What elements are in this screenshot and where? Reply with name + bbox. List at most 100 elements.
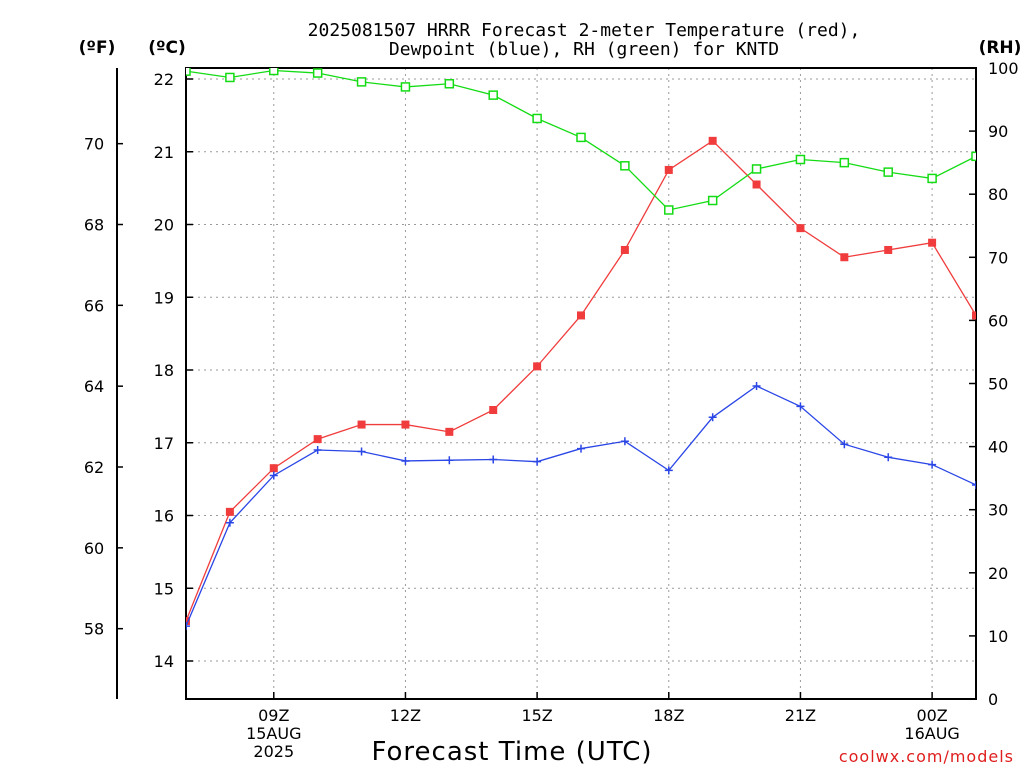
dewpoint-point <box>489 455 498 464</box>
temperature-point <box>752 180 761 189</box>
dewpoint-point <box>840 440 849 449</box>
fahrenheit-tick-label: 58 <box>84 620 104 639</box>
fahrenheit-tick-label: 70 <box>84 135 104 154</box>
celsius-tick-label: 17 <box>154 434 174 453</box>
celsius-tick-label: 18 <box>154 361 174 380</box>
fahrenheit-tick-label: 68 <box>84 216 104 235</box>
temperature-point <box>664 165 673 174</box>
rh-tick-label: 100 <box>988 59 1019 78</box>
dewpoint-point <box>186 622 190 631</box>
data-series <box>186 68 976 631</box>
fahrenheit-tick-label: 62 <box>84 458 104 477</box>
rh-point <box>883 167 893 177</box>
chart-title-line2: Dewpoint (blue), RH (green) for KNTD <box>389 39 779 60</box>
dewpoint-point <box>577 444 585 453</box>
rh-point <box>839 157 850 168</box>
temperature-point <box>577 311 585 320</box>
rh-point <box>444 79 455 89</box>
plot-area <box>186 68 976 631</box>
rh-tick-label: 10 <box>988 627 1008 646</box>
celsius-tick-label: 21 <box>154 143 174 162</box>
x-tick-label: 18Z <box>653 706 684 725</box>
dewpoint-point <box>972 480 976 489</box>
temperature-point <box>928 238 937 247</box>
dewpoint-point <box>708 413 717 422</box>
x-tick-label: 2025 <box>253 742 294 761</box>
dewpoint-point <box>225 518 234 527</box>
x-tick-label: 12Z <box>390 706 421 725</box>
rh-point <box>186 68 191 76</box>
rh-point <box>400 82 411 92</box>
credit-text: coolwx.com/models <box>839 747 1014 766</box>
temperature-point <box>401 420 410 429</box>
celsius-tick-label: 15 <box>154 579 174 598</box>
dewpoint-point <box>796 402 805 411</box>
fahrenheit-tick-label: 66 <box>84 296 104 315</box>
chart-title-line1: 2025081507 HRRR Forecast 2-meter Tempera… <box>308 20 861 41</box>
celsius-tick-label: 19 <box>154 288 174 307</box>
dewpoint-point <box>445 456 454 465</box>
temperature-point <box>489 406 498 415</box>
rh-point <box>707 195 718 206</box>
dewpoint-point <box>313 446 322 455</box>
rh-point <box>576 132 586 143</box>
rh-point <box>620 161 630 171</box>
rh-point <box>927 173 937 184</box>
rh-tick-label: 70 <box>988 248 1008 267</box>
rh-point <box>225 72 235 83</box>
rh-tick-label: 20 <box>988 564 1008 583</box>
rh-unit-label: (RH) <box>979 38 1022 58</box>
rh-tick-label: 60 <box>988 311 1008 330</box>
fahrenheit-unit-label: (ºF) <box>79 38 116 58</box>
temperature-point <box>796 224 805 233</box>
temperature-point <box>269 464 278 473</box>
x-axis-title: Forecast Time (UTC) <box>371 737 652 767</box>
rh-point <box>356 77 367 87</box>
temperature-point <box>708 136 717 145</box>
rh-point <box>751 164 762 174</box>
temperature-point <box>840 253 849 262</box>
dewpoint-point <box>269 471 278 480</box>
temperature-point <box>225 507 234 516</box>
temperature-point <box>620 245 629 254</box>
temperature-point <box>445 427 454 436</box>
dewpoint-point <box>928 460 937 469</box>
temperature-point <box>313 435 322 444</box>
rh-tick-label: 80 <box>988 185 1008 204</box>
x-tick-label: 00Z <box>916 706 947 725</box>
celsius-tick-label: 16 <box>154 507 174 526</box>
rh-tick-label: 40 <box>988 438 1008 457</box>
rh-point <box>488 90 498 100</box>
temperature-point <box>884 245 893 254</box>
celsius-tick-label: 22 <box>154 70 174 89</box>
temperature-point <box>357 420 366 429</box>
celsius-tick-label: 14 <box>154 652 174 671</box>
x-tick-label: 15AUG <box>246 724 301 743</box>
celsius-unit-label: (ºC) <box>148 38 186 58</box>
x-tick-label: 15Z <box>521 706 552 725</box>
axes: 14 15 16 17 18 19 20 21 22 58 60 62 64 66 68 70 0 10 20 30 4… <box>84 59 1019 761</box>
x-tick-label: 21Z <box>785 706 816 725</box>
rh-point <box>795 154 806 165</box>
dewpoint-point <box>401 456 410 465</box>
rh-point <box>312 68 323 78</box>
fahrenheit-tick-label: 60 <box>84 539 104 558</box>
fahrenheit-tick-label: 64 <box>84 377 104 396</box>
temperature-point <box>533 362 542 371</box>
celsius-tick-label: 20 <box>154 216 174 235</box>
x-tick-label: 16AUG <box>904 724 959 743</box>
dewpoint-point <box>752 382 761 391</box>
dewpoint-point <box>533 457 542 466</box>
rh-point <box>269 68 279 76</box>
x-tick-label: 09Z <box>258 706 289 725</box>
rh-point <box>664 205 674 215</box>
dewpoint-point <box>620 437 629 446</box>
rh-point <box>532 113 542 124</box>
rh-tick-label: 0 <box>988 690 998 709</box>
rh-tick-label: 90 <box>988 122 1008 141</box>
dewpoint-point <box>664 466 673 475</box>
dewpoint-point <box>884 453 893 462</box>
temperature-point <box>972 311 976 320</box>
